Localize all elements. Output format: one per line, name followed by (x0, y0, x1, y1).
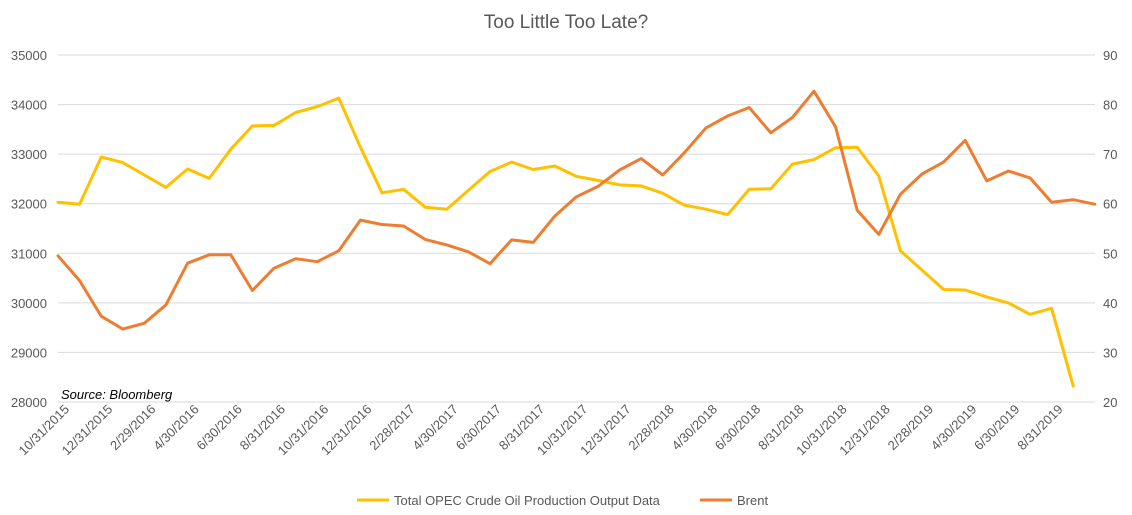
right-y-tick-label: 40 (1103, 296, 1117, 311)
x-axis: 10/31/201512/31/20152/29/20164/30/20166/… (15, 402, 1065, 459)
series-lines (56, 89, 1097, 388)
right-y-axis: 20 30 40 50 60 70 80 90 (1103, 48, 1117, 410)
x-tick-label: 2/28/2017 (366, 402, 418, 454)
x-tick-label: 6/30/2018 (712, 402, 764, 454)
right-y-tick-label: 70 (1103, 147, 1117, 162)
x-tick-label: 2/28/2018 (625, 402, 677, 454)
legend-label-brent: Brent (737, 493, 768, 508)
right-y-tick-label: 50 (1103, 246, 1117, 261)
series-line-opec (56, 96, 1075, 388)
right-y-tick-label: 80 (1103, 98, 1117, 113)
gridlines (58, 54, 1095, 403)
x-tick-label: 2/29/2016 (107, 402, 159, 454)
x-tick-label: 4/30/2017 (409, 402, 461, 454)
right-y-tick-label: 60 (1103, 197, 1117, 212)
left-y-tick-label: 32000 (11, 197, 47, 212)
left-y-tick-label: 30000 (11, 296, 47, 311)
left-y-tick-label: 29000 (11, 345, 47, 360)
x-tick-label: 6/30/2019 (971, 402, 1023, 454)
legend: Total OPEC Crude Oil Production Output D… (357, 493, 768, 508)
x-tick-label: 6/30/2017 (453, 402, 505, 454)
x-tick-label: 8/31/2019 (1014, 402, 1066, 454)
x-tick-label: 6/30/2016 (193, 402, 245, 454)
x-tick-label: 2/28/2019 (885, 402, 937, 454)
left-y-axis: 28000 29000 30000 31000 32000 33000 34000 35000 (11, 48, 47, 410)
legend-label-opec: Total OPEC Crude Oil Production Output D… (394, 493, 661, 508)
right-y-tick-label: 20 (1103, 395, 1117, 410)
series-line-brent (56, 89, 1097, 331)
chart-title: Too Little Too Late? (484, 12, 648, 33)
left-y-tick-label: 28000 (11, 395, 47, 410)
x-tick-label: 4/30/2019 (928, 402, 980, 454)
x-tick-label: 4/30/2018 (669, 402, 721, 454)
left-y-tick-label: 34000 (11, 98, 47, 113)
left-y-tick-label: 31000 (11, 246, 47, 261)
x-tick-label: 4/30/2016 (150, 402, 202, 454)
right-y-tick-label: 30 (1103, 345, 1117, 360)
left-y-tick-label: 35000 (11, 48, 47, 63)
right-y-tick-label: 90 (1103, 48, 1117, 63)
left-y-tick-label: 33000 (11, 147, 47, 162)
source-annotation: Source: Bloomberg (61, 387, 173, 402)
